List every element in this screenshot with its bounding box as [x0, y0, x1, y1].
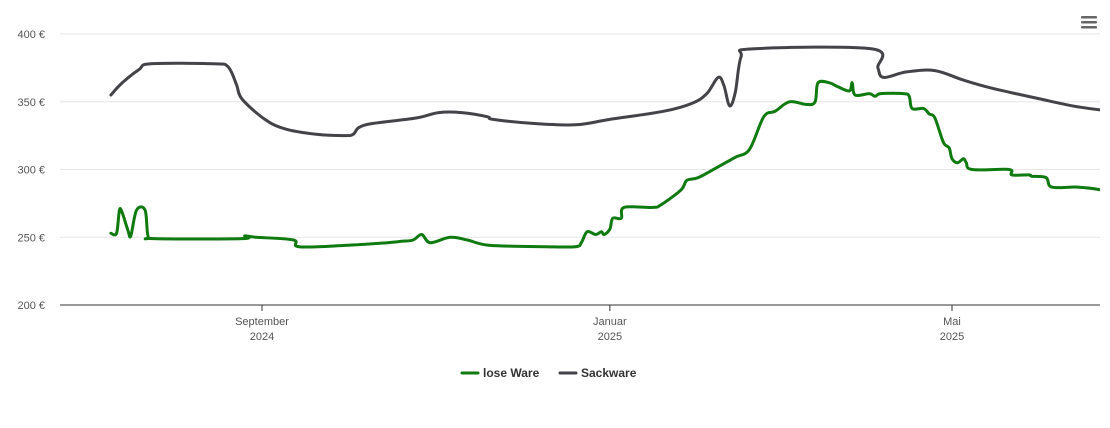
grid-lines	[60, 33, 1100, 238]
legend-label: Sackware	[581, 366, 637, 380]
y-tick-label: 400 €	[17, 29, 45, 41]
x-tick-label-line2: 2025	[598, 331, 622, 343]
series-lines	[109, 45, 1110, 249]
y-tick-label: 200 €	[17, 300, 45, 312]
series-line-lose-ware[interactable]	[109, 79, 1110, 249]
legend-item-lose-ware[interactable]: lose Ware	[460, 366, 540, 380]
y-axis-ticks: 400 € 350 € 300 € 250 € 200 €	[17, 29, 45, 312]
hamburger-menu-icon	[1081, 16, 1097, 29]
y-tick-label: 250 €	[17, 232, 45, 244]
x-tick-label-line2: 2025	[940, 331, 964, 343]
y-tick-label: 350 €	[17, 97, 45, 109]
x-tick-label-line1: Januar	[593, 316, 627, 328]
legend: lose Ware Sackware	[460, 366, 637, 380]
y-tick-label: 300 €	[17, 165, 45, 177]
legend-item-sackware[interactable]: Sackware	[558, 366, 637, 380]
series-line-sackware[interactable]	[109, 45, 1110, 138]
legend-label: lose Ware	[483, 366, 540, 380]
x-tick-label-line1: Mai	[943, 316, 961, 328]
x-axis-ticks: September 2024 Januar 2025 Mai 2025	[235, 305, 964, 343]
x-tick-label-line1: September	[235, 316, 289, 328]
x-tick-label-line2: 2024	[250, 331, 274, 343]
chart-menu-button[interactable]	[1080, 14, 1098, 30]
